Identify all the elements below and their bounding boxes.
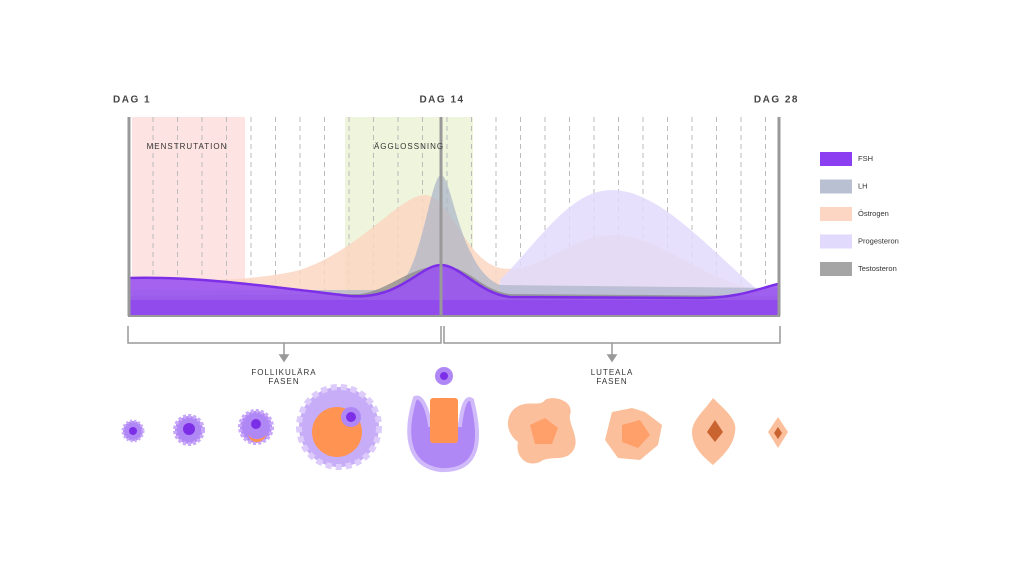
follicles xyxy=(121,367,788,473)
legend-swatch xyxy=(820,179,852,194)
corpus-luteum-core xyxy=(530,418,558,444)
follicular-bracket xyxy=(127,326,442,358)
phase-label: FASEN xyxy=(268,377,299,386)
follicle-core xyxy=(346,412,356,422)
day-label: DAG 28 xyxy=(754,95,799,106)
phase-label: FOLLIKULÄRA xyxy=(251,368,316,377)
chart: MENSTRUTATION ÄGGLOSSNING xyxy=(127,117,781,317)
legend-swatch xyxy=(820,152,852,166)
fsh-base xyxy=(130,300,778,316)
fsh-line xyxy=(129,263,779,300)
progesterone-curve xyxy=(500,190,778,316)
day-label: DAG 14 xyxy=(419,95,464,106)
legend-swatch xyxy=(820,207,852,221)
corpus-luteum-core xyxy=(622,420,650,448)
lh-curve xyxy=(130,175,778,316)
corpus-albicans-core xyxy=(707,420,723,442)
legend-swatch xyxy=(820,234,852,249)
antrum xyxy=(430,398,458,443)
antrum xyxy=(248,432,267,443)
follicle-core xyxy=(129,427,137,435)
legend-label: LH xyxy=(858,181,868,190)
luteal-bracket xyxy=(443,326,781,358)
legend-label: Testosteron xyxy=(858,264,897,273)
corpus-albicans-core xyxy=(774,427,782,439)
legend-label: Progesteron xyxy=(858,236,899,245)
phase-label: FASEN xyxy=(596,377,627,386)
legend-label: Östrogen xyxy=(858,209,889,218)
follicle-core xyxy=(251,419,261,429)
legend: FSH LH Östrogen Progesteron Testosteron xyxy=(820,152,899,276)
legend-label: FSH xyxy=(858,154,873,163)
phase-label: MENSTRUTATION xyxy=(147,142,228,151)
phase-label: LUTEALA xyxy=(591,368,634,377)
legend-swatch xyxy=(820,262,852,276)
arrows xyxy=(278,354,618,363)
follicle-core xyxy=(183,423,195,435)
phase-label: ÄGGLOSSNING xyxy=(374,142,444,151)
follicle-core xyxy=(440,372,448,380)
day-label: DAG 1 xyxy=(113,95,151,106)
brackets xyxy=(127,326,781,363)
